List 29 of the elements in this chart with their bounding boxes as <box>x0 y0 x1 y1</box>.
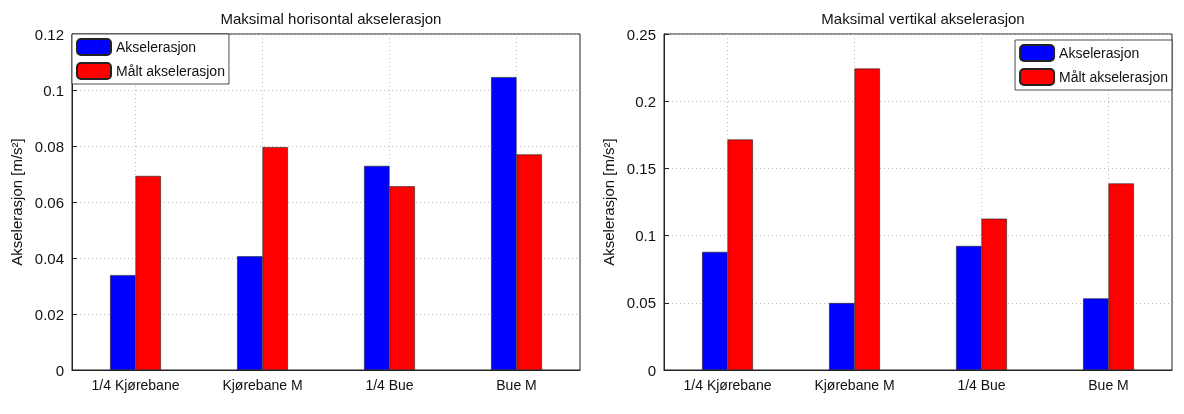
y-tick-label: 0 <box>55 361 64 379</box>
y-axis-title: Akselerasjon [m/s²] <box>599 138 617 266</box>
y-tick-label: 0.1 <box>43 81 64 99</box>
y-tick-label: 0.1 <box>635 227 656 245</box>
y-axis-title: Akselerasjon [m/s²] <box>7 138 25 266</box>
y-tick-label: 0.04 <box>34 249 64 267</box>
x-tick-label: 1/4 Bue <box>957 377 1006 393</box>
y-tick-label: 0.25 <box>626 25 656 43</box>
y-tick-label: 0.08 <box>34 137 64 155</box>
y-tick-label: 0.02 <box>34 305 64 323</box>
y-tick-label: 0 <box>647 361 656 379</box>
x-tick-label: 1/4 Kjørebane <box>683 377 772 393</box>
y-tick-label: 0.2 <box>635 92 656 110</box>
legend-label: Akselerasjon <box>116 39 197 55</box>
y-tick-label: 0.06 <box>34 193 64 211</box>
chart-title: Maksimal horisontal akselerasjon <box>220 10 442 27</box>
y-tick-label: 0.05 <box>626 294 656 312</box>
x-tick-label: Kjørebane M <box>814 377 895 393</box>
legend-label: Akselerasjon <box>1059 45 1140 61</box>
x-tick-label: Bue M <box>1088 377 1129 393</box>
y-tick-label: 0.15 <box>626 159 656 177</box>
legend-label: Målt akselerasjon <box>1059 69 1168 85</box>
x-tick-label: 1/4 Bue <box>365 377 414 393</box>
legend-label: Målt akselerasjon <box>116 63 225 79</box>
y-tick-label: 0.12 <box>34 25 64 43</box>
x-tick-label: 1/4 Kjørebane <box>91 377 180 393</box>
chart-title: Maksimal vertikal akselerasjon <box>821 10 1025 27</box>
x-tick-label: Bue M <box>496 377 537 393</box>
x-tick-label: Kjørebane M <box>222 377 303 393</box>
